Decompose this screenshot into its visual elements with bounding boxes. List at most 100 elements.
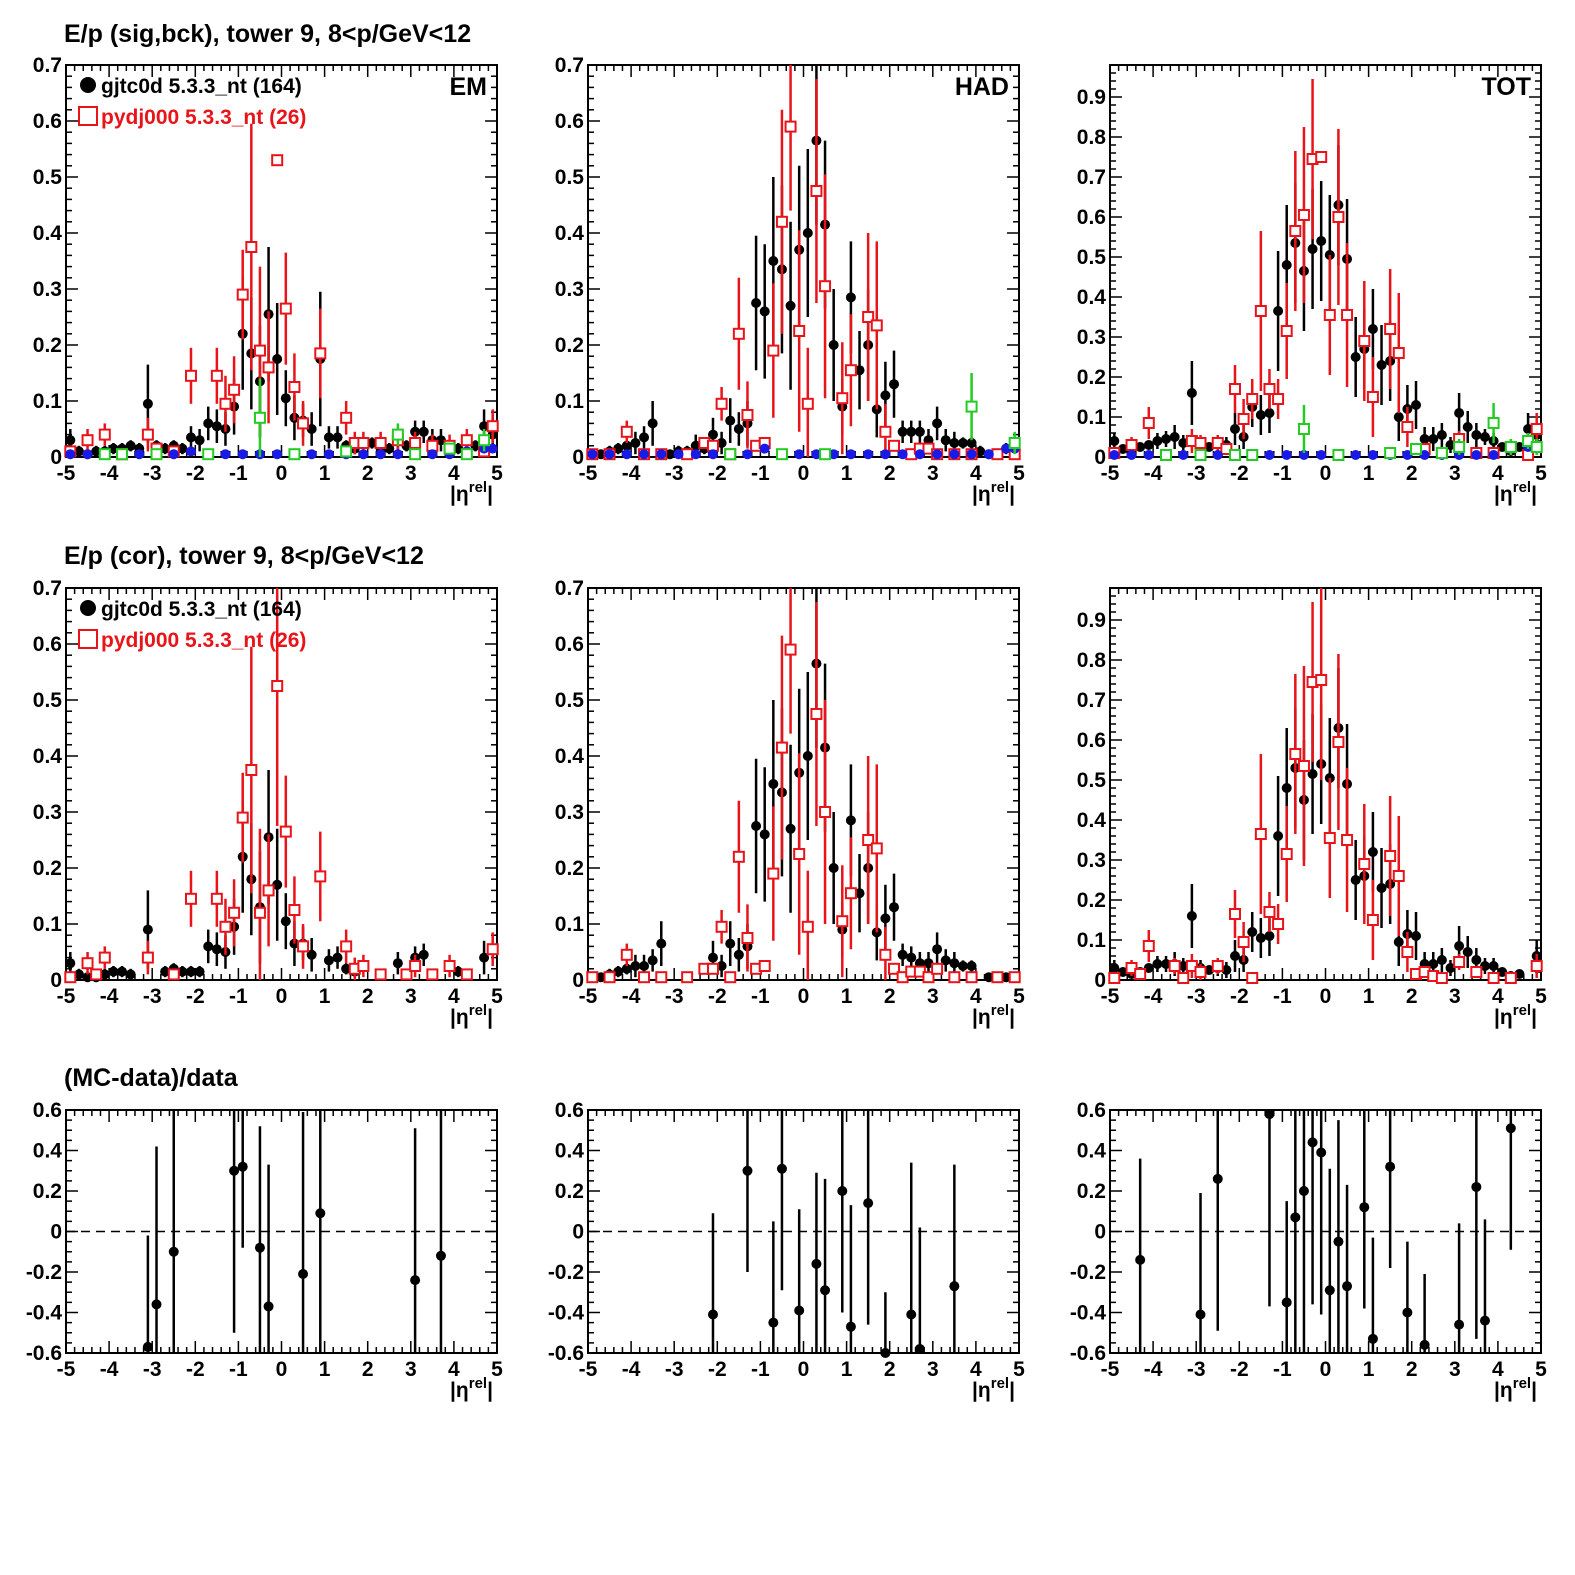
data-point <box>1436 955 1447 965</box>
data-point <box>272 449 283 460</box>
y-tick-label: 0.8 <box>1077 649 1107 672</box>
data-point <box>595 449 606 460</box>
data-point <box>732 850 745 863</box>
legend-marker-data <box>80 600 96 616</box>
data-point <box>991 971 1004 984</box>
data-point <box>914 426 925 437</box>
y-tick-label: 0.4 <box>1077 1140 1107 1163</box>
data-point <box>775 215 788 228</box>
data-point <box>1445 963 1456 973</box>
data-point <box>98 951 111 964</box>
y-tick-label: -0.6 <box>1070 1342 1106 1365</box>
data-point <box>1419 450 1430 460</box>
data-point <box>844 364 857 377</box>
data-point <box>245 241 258 253</box>
data-point <box>724 971 737 984</box>
data-point <box>828 863 839 873</box>
y-tick-label: 0.5 <box>33 689 63 712</box>
data-point <box>1479 961 1490 971</box>
panel-had-sigbck: -5 -4 -3 -2 -1 0 1 2 3 4 5 0 0.1 0.2 0.3 0.4 0.5 0.6 0.7 |η… <box>555 54 1025 506</box>
data-point <box>1177 972 1190 984</box>
x-tick-label: -4 <box>100 462 119 485</box>
data-point <box>1333 1236 1344 1247</box>
x-tick-label: -1 <box>229 1358 248 1381</box>
data-point <box>219 920 232 933</box>
y-tick-label: -0.6 <box>548 1342 584 1365</box>
x-tick-label: 5 <box>1535 985 1547 1008</box>
data-point <box>983 449 994 460</box>
series-gjtc0d <box>1109 668 1542 981</box>
data-point <box>272 354 283 364</box>
data-point <box>819 280 832 293</box>
x-tick-label: -3 <box>1187 462 1206 485</box>
data-point <box>656 938 667 949</box>
panel-had-cor: -5 -4 -3 -2 -1 0 1 2 3 4 5 0 0.1 0.2 0.3 0.4 0.5 0.6 0.7 |η… <box>555 577 1025 1029</box>
data-point <box>889 379 900 390</box>
data-point <box>1161 959 1172 969</box>
plot-frame <box>1109 587 1542 981</box>
x-tick-label: 3 <box>927 1358 939 1381</box>
y-tick-label: -0.4 <box>26 1302 63 1325</box>
data-point <box>1109 436 1120 446</box>
data-point <box>1272 393 1285 405</box>
x-tick-label: 2 <box>362 985 374 1008</box>
data-point <box>604 449 615 460</box>
data-point <box>340 445 353 458</box>
data-point <box>639 961 650 971</box>
data-point <box>1152 436 1163 446</box>
x-tick-label: -3 <box>665 462 684 485</box>
x-tick-label: 0 <box>798 1358 810 1381</box>
data-point <box>1108 972 1121 984</box>
y-tick-label: 0 <box>50 969 62 992</box>
data-point <box>280 916 291 927</box>
data-point <box>1117 967 1128 977</box>
data-point <box>1332 736 1345 748</box>
data-point <box>733 424 744 434</box>
data-point <box>486 420 499 433</box>
x-axis-label: |ηrel| <box>972 479 1015 506</box>
panel-em-ratio: -5 -4 -3 -2 -1 0 1 2 3 4 5 -0.6 -0.4 -0.2 0 0.2 0.4 0.6 |η… <box>26 1099 503 1402</box>
data-point <box>1264 931 1275 941</box>
data-point <box>1359 1202 1370 1213</box>
y-tick-label: 0.2 <box>33 857 62 880</box>
data-point <box>1315 151 1328 163</box>
y-tick-label: 0.4 <box>33 222 63 245</box>
data-point <box>1194 966 1207 978</box>
data-point <box>1178 961 1189 971</box>
data-point <box>81 434 94 447</box>
x-tick-label: -5 <box>579 1358 598 1381</box>
x-tick-label: -3 <box>143 985 162 1008</box>
data-point <box>297 940 310 953</box>
data-point <box>621 440 632 451</box>
data-point <box>690 449 701 460</box>
x-tick-label: 5 <box>1535 462 1547 485</box>
data-point <box>836 915 849 928</box>
data-point <box>810 185 823 197</box>
data-point <box>177 966 188 977</box>
data-point <box>1280 848 1293 860</box>
data-point <box>1263 383 1276 395</box>
data-point <box>656 449 667 460</box>
x-tick-label: 0 <box>1320 462 1332 485</box>
data-point <box>98 448 111 461</box>
data-point <box>228 383 241 396</box>
data-point <box>948 971 961 984</box>
data-point <box>1367 450 1378 460</box>
data-point <box>1488 450 1499 460</box>
data-point <box>262 361 275 374</box>
data-point <box>271 154 284 167</box>
data-point <box>271 680 284 692</box>
x-tick-label: -1 <box>229 462 248 485</box>
x-tick-label: 2 <box>884 1358 896 1381</box>
x-tick-label: -5 <box>579 985 598 1008</box>
data-point <box>793 848 806 860</box>
data-point <box>288 381 301 393</box>
data-point <box>410 1275 421 1286</box>
x-tick-label: 3 <box>927 462 939 485</box>
x-tick-label: -4 <box>1144 985 1163 1008</box>
data-point <box>125 969 136 980</box>
data-point <box>681 448 694 461</box>
data-point <box>73 446 84 457</box>
data-point <box>975 446 986 457</box>
